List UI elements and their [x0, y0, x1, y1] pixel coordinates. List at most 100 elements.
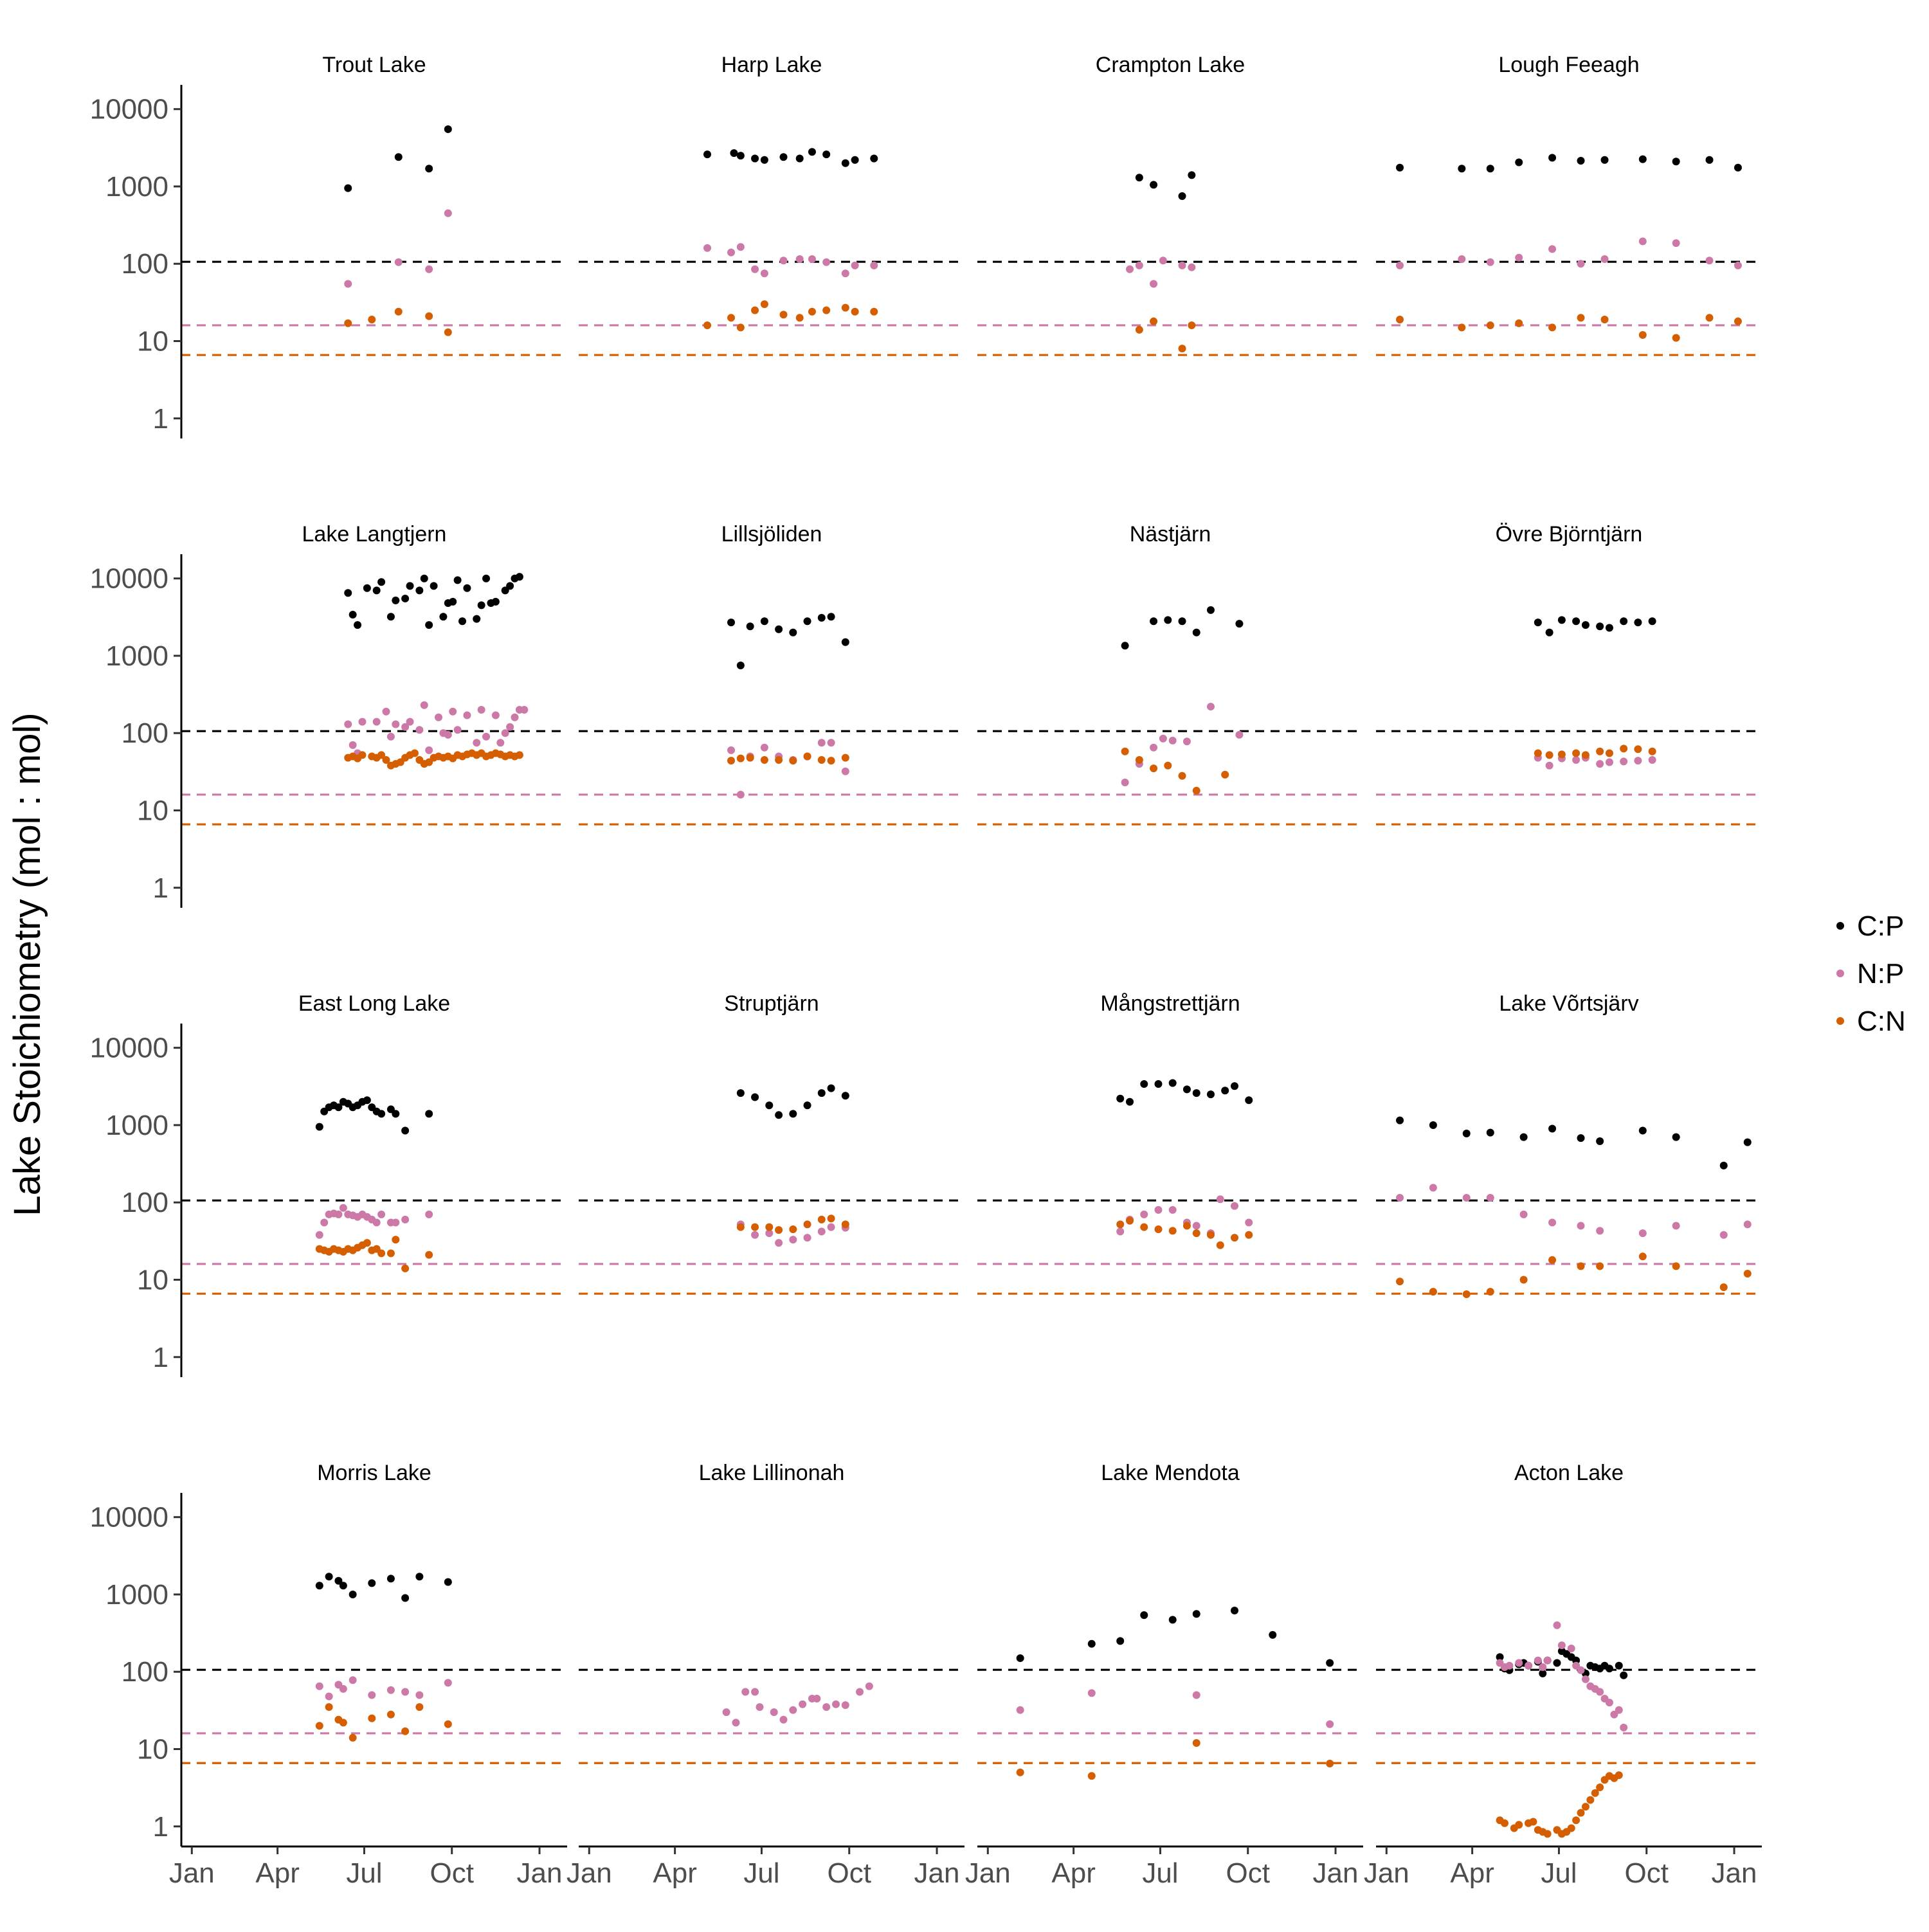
- data-point: [736, 790, 745, 799]
- data-point: [1534, 1656, 1542, 1665]
- data-point: [789, 1236, 797, 1244]
- data-point: [1620, 757, 1628, 766]
- data-point: [822, 258, 831, 266]
- data-point: [1705, 314, 1714, 322]
- data-point: [1534, 618, 1542, 627]
- data-point: [515, 751, 523, 759]
- data-point: [817, 1089, 826, 1097]
- data-point: [1396, 1116, 1404, 1124]
- data-point: [334, 1576, 343, 1585]
- data-point: [1462, 1290, 1471, 1299]
- data-point: [420, 574, 428, 582]
- data-point: [1206, 606, 1215, 614]
- data-point: [394, 258, 403, 266]
- data-point: [1543, 1656, 1552, 1665]
- x-tick-label: Jan: [965, 1857, 1011, 1889]
- data-point: [1087, 1689, 1096, 1697]
- data-point: [789, 1110, 797, 1118]
- data-point: [482, 732, 491, 741]
- data-point: [358, 751, 367, 759]
- data-point: [1188, 263, 1196, 271]
- y-tick-label: 1: [153, 403, 168, 435]
- data-point: [444, 1578, 452, 1586]
- data-point: [1140, 1611, 1148, 1620]
- data-point: [449, 597, 457, 606]
- data-point: [827, 613, 835, 621]
- panel-9: Struptjärn: [579, 991, 964, 1295]
- data-point: [765, 1229, 774, 1238]
- data-point: [1269, 1630, 1277, 1639]
- data-point: [1638, 330, 1647, 339]
- data-point: [1515, 253, 1523, 262]
- panel-3: Lough Feeagh: [1376, 53, 1762, 356]
- legend-label: N:P: [1857, 958, 1904, 989]
- data-point: [511, 713, 519, 721]
- x-tick-label: Jan: [1313, 1857, 1359, 1889]
- data-point: [1572, 1816, 1580, 1825]
- data-point: [1615, 1706, 1623, 1714]
- data-point: [1192, 628, 1200, 636]
- data-point: [315, 1123, 323, 1131]
- y-tick-label: 10: [137, 795, 168, 827]
- y-tick-label: 1000: [105, 171, 168, 203]
- data-point: [870, 261, 878, 269]
- data-point: [496, 739, 505, 747]
- panel-title: Struptjärn: [724, 991, 819, 1016]
- data-point: [363, 1096, 371, 1105]
- legend-marker: [1836, 1017, 1844, 1025]
- data-point: [1396, 1277, 1404, 1286]
- data-point: [1192, 1610, 1200, 1618]
- data-point: [444, 730, 452, 739]
- data-point: [1396, 1193, 1404, 1202]
- x-tick-label: Jan: [1712, 1857, 1757, 1889]
- panel-5: Lillsjöliden: [579, 522, 964, 826]
- data-point: [770, 1708, 778, 1717]
- data-point: [1638, 1126, 1647, 1135]
- data-point: [377, 578, 386, 586]
- data-point: [1159, 734, 1167, 743]
- x-tick-label: Oct: [1226, 1857, 1270, 1889]
- data-point: [1529, 1818, 1537, 1826]
- data-point: [817, 739, 826, 747]
- data-point: [1486, 1288, 1494, 1296]
- data-point: [1596, 1262, 1604, 1270]
- data-point: [1087, 1639, 1096, 1648]
- data-point: [1605, 1699, 1613, 1707]
- data-point: [851, 156, 859, 164]
- data-point: [392, 596, 400, 604]
- data-point: [775, 625, 783, 633]
- data-point: [832, 1700, 840, 1708]
- data-point: [1458, 323, 1466, 332]
- panel-title: Trout Lake: [322, 53, 426, 77]
- data-point: [1548, 154, 1557, 162]
- data-point: [1221, 1087, 1229, 1095]
- x-tick-label: Jul: [743, 1857, 779, 1889]
- data-point: [1596, 1688, 1604, 1696]
- data-point: [1596, 760, 1604, 768]
- data-point: [1154, 1205, 1163, 1214]
- data-point: [315, 1682, 323, 1690]
- data-point: [1719, 1283, 1728, 1292]
- data-point: [1581, 1675, 1589, 1683]
- data-point: [401, 1126, 410, 1135]
- y-tick-label: 10000: [90, 1033, 168, 1064]
- data-point: [841, 1092, 849, 1100]
- data-point: [386, 1249, 395, 1258]
- data-point: [760, 269, 768, 278]
- data-point: [827, 1084, 835, 1092]
- data-point: [344, 184, 352, 192]
- data-point: [1577, 156, 1585, 165]
- data-point: [1140, 1210, 1148, 1218]
- data-point: [1672, 1262, 1680, 1270]
- data-point: [1154, 1225, 1163, 1233]
- data-point: [1648, 617, 1656, 626]
- y-tick-label: 100: [122, 248, 168, 280]
- data-point: [1734, 261, 1742, 269]
- data-point: [425, 1210, 433, 1218]
- data-point: [392, 1236, 400, 1244]
- data-point: [382, 707, 390, 716]
- data-point: [1178, 261, 1186, 269]
- data-point: [401, 594, 410, 602]
- data-point: [368, 1579, 376, 1587]
- data-point: [1638, 1229, 1647, 1238]
